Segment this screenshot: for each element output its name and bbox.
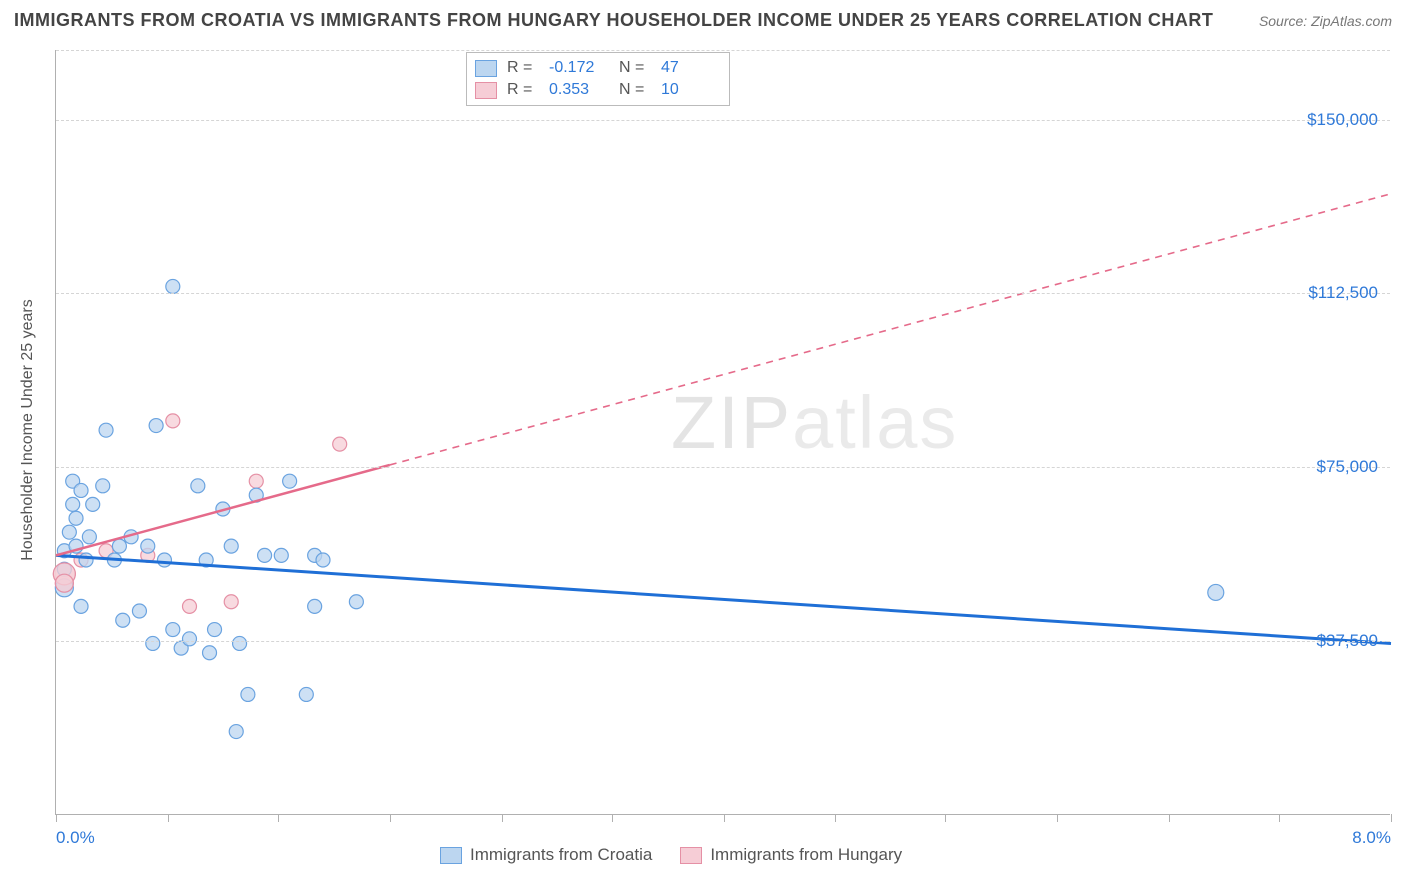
data-point-croatia [283,474,297,488]
data-point-croatia [166,623,180,637]
legend-item-croatia: Immigrants from Croatia [440,845,652,865]
gridline [56,293,1390,294]
swatch-hungary-icon [680,847,702,864]
data-point-croatia [86,497,100,511]
legend-label-hungary: Immigrants from Hungary [710,845,902,865]
x-tick-label: 0.0% [56,828,95,848]
n-label: N = [619,57,651,79]
plot-area: ZIPatlas R = -0.172 N = 47 R = 0.353 N =… [55,50,1390,815]
x-tick-label: 8.0% [1352,828,1391,848]
x-tick [724,814,725,822]
data-point-croatia [69,511,83,525]
x-tick [835,814,836,822]
source-attribution: Source: ZipAtlas.com [1259,13,1392,29]
data-point-croatia [349,595,363,609]
r-value-hungary: 0.353 [549,79,609,101]
data-point-croatia [141,539,155,553]
legend-item-hungary: Immigrants from Hungary [680,845,902,865]
swatch-croatia-icon [475,60,497,77]
swatch-croatia-icon [440,847,462,864]
data-point-croatia [79,553,93,567]
data-point-croatia [1208,584,1224,600]
data-point-hungary [55,574,73,592]
data-point-croatia [299,687,313,701]
data-point-croatia [112,539,126,553]
source-label: Source: [1259,13,1307,29]
data-point-hungary [224,595,238,609]
data-point-croatia [99,423,113,437]
chart-svg [56,50,1390,814]
series-legend: Immigrants from Croatia Immigrants from … [440,845,902,865]
x-tick [1391,814,1392,822]
gridline [56,641,1390,642]
x-tick [56,814,57,822]
r-value-croatia: -0.172 [549,57,609,79]
data-point-croatia [229,725,243,739]
r-label: R = [507,57,539,79]
data-point-croatia [233,636,247,650]
gridline [56,467,1390,468]
data-point-hungary [249,474,263,488]
data-point-croatia [166,279,180,293]
regression-line [390,194,1391,465]
x-tick [612,814,613,822]
y-tick-label: $75,000 [1317,457,1378,477]
source-value: ZipAtlas.com [1311,13,1392,29]
data-point-croatia [258,548,272,562]
data-point-croatia [191,479,205,493]
data-point-hungary [333,437,347,451]
data-point-croatia [74,483,88,497]
data-point-croatia [82,530,96,544]
n-value-hungary: 10 [661,79,721,101]
data-point-croatia [157,553,171,567]
data-point-croatia [132,604,146,618]
swatch-hungary-icon [475,82,497,99]
x-tick [502,814,503,822]
data-point-croatia [116,613,130,627]
gridline [56,50,1390,51]
data-point-croatia [224,539,238,553]
data-point-croatia [66,497,80,511]
n-label: N = [619,79,651,101]
gridline [56,120,1390,121]
y-tick-label: $150,000 [1307,110,1378,130]
data-point-croatia [183,632,197,646]
data-point-croatia [96,479,110,493]
data-point-croatia [274,548,288,562]
regression-line [56,465,390,555]
stats-legend: R = -0.172 N = 47 R = 0.353 N = 10 [466,52,730,106]
y-tick-label: $112,500 [1308,283,1378,303]
data-point-croatia [203,646,217,660]
stats-legend-row-croatia: R = -0.172 N = 47 [475,57,721,79]
stats-legend-row-hungary: R = 0.353 N = 10 [475,79,721,101]
x-tick [390,814,391,822]
data-point-croatia [316,553,330,567]
data-point-croatia [241,687,255,701]
x-tick [1279,814,1280,822]
regression-line [56,555,1391,643]
x-tick [1057,814,1058,822]
y-tick-label: $37,500 [1317,631,1378,651]
x-tick [168,814,169,822]
data-point-croatia [208,623,222,637]
data-point-croatia [146,636,160,650]
r-label: R = [507,79,539,101]
chart-title: IMMIGRANTS FROM CROATIA VS IMMIGRANTS FR… [14,10,1213,31]
data-point-croatia [308,599,322,613]
data-point-croatia [74,599,88,613]
x-tick [945,814,946,822]
y-axis-label: Householder Income Under 25 years [19,299,37,560]
n-value-croatia: 47 [661,57,721,79]
data-point-croatia [62,525,76,539]
x-tick [1169,814,1170,822]
x-tick [278,814,279,822]
data-point-hungary [183,599,197,613]
data-point-hungary [166,414,180,428]
legend-label-croatia: Immigrants from Croatia [470,845,652,865]
data-point-croatia [149,419,163,433]
